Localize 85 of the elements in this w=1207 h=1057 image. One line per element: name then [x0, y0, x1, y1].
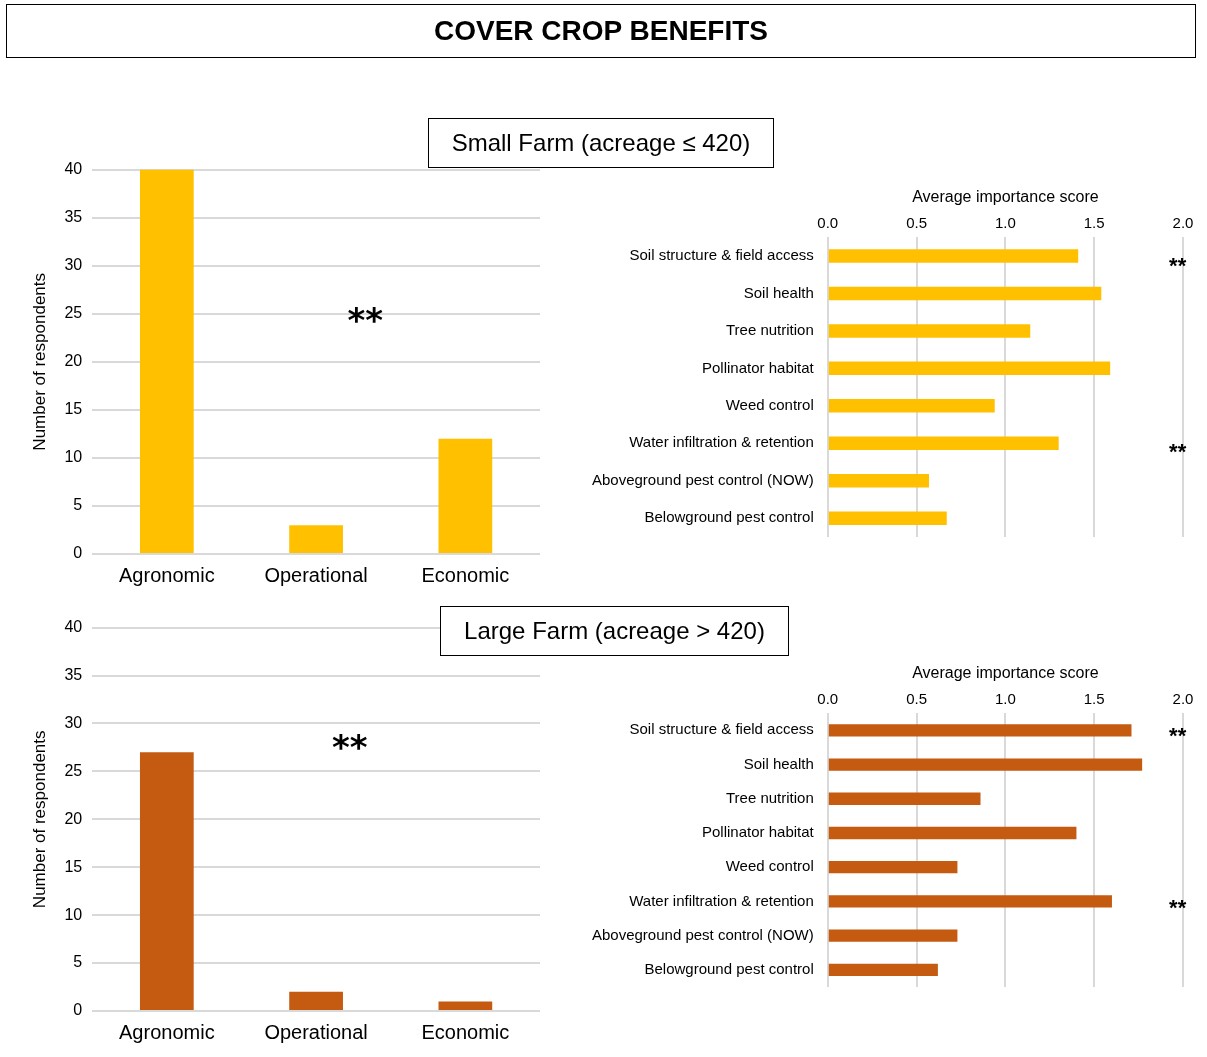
bar: [139, 169, 194, 553]
y-tick-label: 0: [73, 544, 83, 562]
y-tick-label: 15: [64, 857, 83, 875]
y-tick-label: 25: [64, 304, 83, 322]
bar: [828, 511, 947, 526]
y-axis-title: Number of respondents: [29, 272, 49, 451]
x-tick-label: Economic: [421, 1020, 510, 1043]
text: COVER CROP BENEFITS: [6, 4, 1196, 58]
annotation: **: [1169, 439, 1187, 465]
y-tick-label: Pollinator habitat: [702, 823, 815, 841]
y-tick-label: Water infiltration & retention: [629, 433, 814, 451]
y-tick-label: Belowground pest control: [644, 508, 814, 526]
y-tick-label: 35: [64, 665, 83, 683]
annotation: **: [1169, 895, 1187, 921]
bar: [828, 249, 1079, 263]
x-tick-label: 1.0: [994, 214, 1016, 232]
x-tick-label: Operational: [264, 563, 368, 586]
y-tick-label: 5: [73, 953, 83, 971]
bar: [289, 525, 343, 553]
y-tick-label: 40: [64, 160, 83, 178]
y-tick-label: Weed control: [725, 857, 814, 875]
y-tick-label: Aboveground pest control (NOW): [592, 925, 814, 943]
y-tick-label: 0: [73, 1001, 83, 1019]
y-tick-label: Soil health: [743, 283, 814, 301]
annotation: **: [331, 727, 368, 768]
x-tick-label: 1.5: [1083, 690, 1105, 708]
bar: [828, 324, 1031, 338]
x-tick-label: Operational: [264, 1020, 368, 1043]
y-tick-label: Tree nutrition: [725, 321, 814, 339]
y-tick-label: Soil structure & field access: [629, 246, 814, 264]
bar: [139, 752, 194, 1010]
x-tick-label: 0.0: [817, 214, 839, 232]
bar: [438, 1001, 493, 1010]
annotation: **: [1169, 723, 1187, 749]
y-tick-label: 30: [64, 256, 83, 274]
bar: [828, 963, 938, 977]
x-tick-label: 2.0: [1172, 690, 1194, 708]
bar: [438, 438, 493, 553]
x-axis-title: Average importance score: [912, 664, 1099, 682]
bar: [828, 361, 1111, 376]
bar: [828, 724, 1132, 737]
annotation: **: [1169, 253, 1187, 279]
bar: [828, 286, 1102, 301]
y-tick-label: Tree nutrition: [725, 788, 814, 806]
bar: [289, 991, 343, 1010]
x-tick-label: 0.5: [906, 214, 927, 232]
bar: [828, 826, 1077, 840]
y-tick-label: 20: [64, 809, 83, 827]
y-tick-label: Water infiltration & retention: [629, 891, 814, 909]
y-tick-label: 10: [64, 448, 83, 466]
annotation: **: [347, 300, 384, 341]
x-tick-label: Economic: [421, 563, 510, 586]
bar: [828, 399, 995, 413]
bar: [828, 861, 958, 874]
bar: [828, 929, 958, 942]
y-tick-label: 25: [64, 761, 83, 779]
y-tick-label: 10: [64, 905, 83, 923]
bar: [828, 895, 1112, 908]
x-tick-label: 1.0: [994, 690, 1016, 708]
text: Large Farm (acreage > 420): [440, 606, 789, 656]
y-tick-label: 30: [64, 713, 83, 731]
x-tick-label: 1.5: [1083, 214, 1105, 232]
x-tick-label: Agronomic: [119, 563, 215, 586]
y-tick-label: Soil structure & field access: [629, 720, 814, 738]
y-tick-label: Pollinator habitat: [702, 358, 815, 376]
bar: [828, 436, 1059, 451]
y-tick-label: Soil health: [743, 754, 814, 772]
bar: [828, 792, 981, 805]
y-tick-label: 20: [64, 352, 83, 370]
bar: [828, 474, 930, 488]
x-tick-label: 0.5: [906, 690, 927, 708]
x-tick-label: Agronomic: [119, 1020, 215, 1043]
bar: [828, 758, 1143, 771]
y-tick-label: Aboveground pest control (NOW): [592, 470, 814, 488]
x-tick-label: 0.0: [817, 690, 839, 708]
y-axis-title: Number of respondents: [29, 730, 49, 909]
y-tick-label: 5: [73, 496, 83, 514]
x-axis-title: Average importance score: [912, 188, 1099, 206]
y-tick-label: Belowground pest control: [644, 960, 814, 978]
y-tick-label: 15: [64, 400, 83, 418]
text: Small Farm (acreage ≤ 420): [428, 118, 774, 168]
y-tick-label: 35: [64, 208, 83, 226]
x-tick-label: 2.0: [1172, 214, 1194, 232]
y-tick-label: 40: [64, 618, 83, 636]
y-tick-label: Weed control: [725, 395, 814, 413]
